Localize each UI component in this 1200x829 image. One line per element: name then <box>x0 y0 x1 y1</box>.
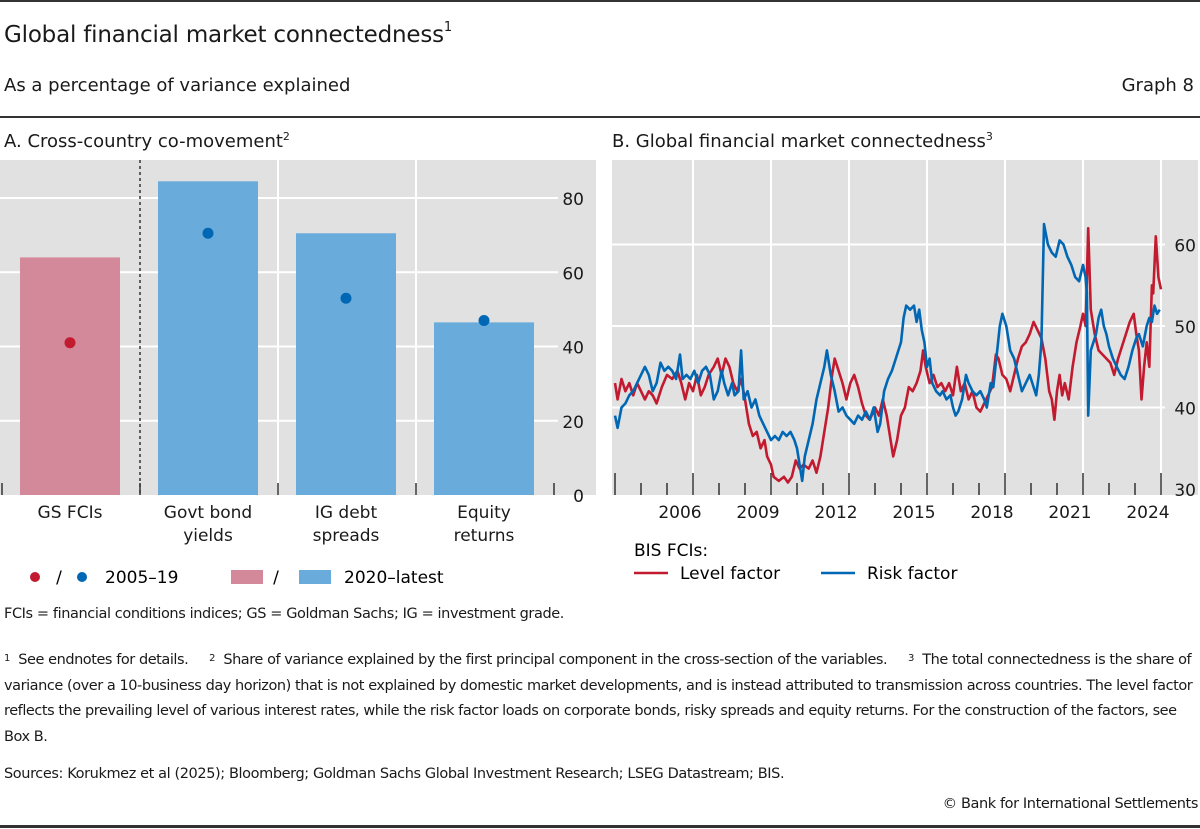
y-tick-label: 40 <box>1174 400 1196 420</box>
x-category-label: IG debt <box>315 503 378 523</box>
x-tick-label: 2018 <box>970 503 1013 523</box>
x-category-label: spreads <box>313 526 380 546</box>
page-title-text: Global financial market connectedness <box>4 22 444 48</box>
bar-ig-debt-spreads <box>296 233 396 496</box>
dot-govt-bond-yields <box>202 227 214 239</box>
bottom-rule <box>0 825 1200 828</box>
sources-note: Sources: Korukmez et al (2025); Bloomber… <box>4 766 785 782</box>
legend-blue-dot-icon <box>77 572 87 582</box>
copyright: © Bank for International Settlements <box>942 796 1199 812</box>
y-tick-label: 40 <box>562 339 584 359</box>
panel-b-title-text: B. Global financial market connectedness <box>612 131 986 152</box>
panel-a-title-text: A. Cross-country co-movement <box>4 131 283 152</box>
panel-b-title: B. Global financial market connectedness… <box>612 130 993 152</box>
x-category-label: Equity <box>457 503 511 523</box>
y-tick-label: 80 <box>562 190 584 210</box>
y-tick-label: 20 <box>562 413 584 433</box>
y-tick-label: 50 <box>1174 318 1196 338</box>
x-category-label: returns <box>454 526 515 546</box>
page-title: Global financial market connectedness1 <box>4 20 452 48</box>
x-tick-label: 2006 <box>658 503 701 523</box>
footnote-1: See endnotes for details. <box>18 652 189 668</box>
legend-blue-bar-icon <box>299 570 331 584</box>
footnote-1-marker: 1 <box>4 653 10 664</box>
footnote-2-marker: 2 <box>209 653 215 664</box>
legend-dots-label: 2005–19 <box>105 568 178 588</box>
x-tick-label: 2024 <box>1126 503 1169 523</box>
footnote-3-marker: 3 <box>908 653 914 664</box>
title-footnote-marker: 1 <box>443 20 452 35</box>
footnotes: 1 See endnotes for details. 2 Share of v… <box>4 648 1200 750</box>
legend-red-dot-icon <box>30 572 40 582</box>
x-category-label: Govt bond <box>164 503 252 523</box>
line-risk-factor <box>613 222 1161 483</box>
legend-level-label: Level factor <box>680 564 780 584</box>
panel-b-footnote-marker: 3 <box>985 130 993 143</box>
line-level-factor <box>613 226 1163 484</box>
dot-equity-returns <box>478 315 490 327</box>
x-tick-label: 2009 <box>736 503 779 523</box>
panel-a-chart: 0 20 40 60 80 GS FCIs Govt bond yields IG debt sp… <box>0 160 596 588</box>
panel-a-title: A. Cross-country co-movement2 <box>4 130 290 152</box>
y-tick-label: 60 <box>1174 237 1196 257</box>
x-category-label: GS FCIs <box>38 503 103 523</box>
y-tick-label: 30 <box>1174 481 1196 501</box>
abbreviations-note: FCIs = financial conditions indices; GS … <box>4 606 564 622</box>
header-rule <box>0 116 1200 118</box>
graph-number: Graph 8 <box>1121 75 1194 96</box>
legend-slash: / <box>273 568 279 588</box>
dot-ig-debt-spreads <box>340 292 352 304</box>
x-tick-label: 2015 <box>892 503 935 523</box>
bar-gs-fcis <box>20 257 120 495</box>
x-category-label: yields <box>183 526 233 546</box>
x-tick-label: 2012 <box>814 503 857 523</box>
dot-gs-fcis <box>64 337 76 349</box>
legend-risk-label: Risk factor <box>867 564 957 584</box>
legend-slash: / <box>56 568 62 588</box>
footnote-2: Share of variance explained by the first… <box>223 652 888 668</box>
panel-a-footnote-marker: 2 <box>282 130 290 143</box>
legend-bars-label: 2020–latest <box>344 568 444 588</box>
legend-heading: BIS FCIs: <box>634 541 708 561</box>
bar-equity-returns <box>434 322 534 495</box>
footnote-3: The total connectedness is the share of … <box>4 652 1193 745</box>
y-tick-label: 60 <box>562 264 584 284</box>
x-tick-label: 2021 <box>1048 503 1091 523</box>
panel-b-chart: 30 40 50 60 2006 2009 2012 2015 2018 2021 2024 BIS … <box>612 160 1198 584</box>
top-rule <box>0 0 1200 2</box>
subtitle: As a percentage of variance explained <box>4 75 351 96</box>
legend-red-bar-icon <box>231 570 263 584</box>
y-tick-label: 0 <box>573 487 584 507</box>
panel-b-background <box>612 160 1198 495</box>
